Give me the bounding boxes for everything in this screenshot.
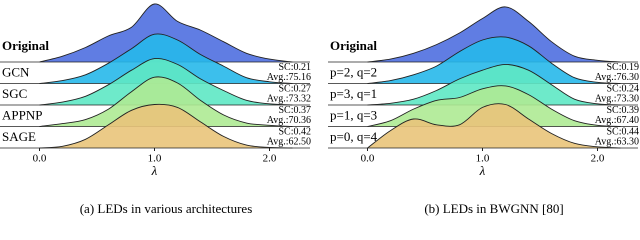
sc-label: SC:0.42 — [278, 126, 311, 137]
x-tick-label: 1.0 — [476, 153, 490, 165]
sc-label: SC:0.24 — [606, 83, 639, 94]
ridge-area — [39, 104, 293, 148]
ridge-area — [39, 33, 293, 84]
series-label: p=1, q=3 — [330, 107, 377, 122]
avg-label: Avg.:70.36 — [267, 115, 311, 126]
series-label: Original — [330, 38, 377, 53]
ridge-line — [39, 33, 293, 84]
series-label: APPNP — [2, 107, 42, 122]
series-label: p=3, q=1 — [330, 86, 377, 101]
series-label: p=2, q=2 — [330, 64, 377, 79]
x-tick-label: 0.0 — [33, 153, 47, 165]
avg-label: Avg.:76.30 — [595, 72, 639, 83]
series-label: p=0, q=4 — [330, 129, 378, 144]
sc-label: SC:0.19 — [606, 62, 639, 73]
x-axis-label: λ — [479, 163, 486, 178]
ridge-line — [39, 3, 293, 63]
sc-label: SC:0.37 — [278, 105, 311, 116]
x-tick-label: 1.0 — [148, 153, 162, 165]
ridge-area — [39, 76, 293, 127]
sc-label: SC:0.27 — [278, 83, 311, 94]
avg-label: Avg.:62.50 — [267, 136, 311, 147]
caption: (a) LEDs in various architectures — [80, 201, 253, 216]
x-tick-label: 2.0 — [591, 153, 605, 165]
ridge-line — [39, 76, 293, 127]
sc-label: SC:0.39 — [606, 105, 639, 116]
avg-label: Avg.:67.40 — [595, 115, 639, 126]
ridge-line — [367, 36, 621, 84]
sc-label: SC:0.21 — [278, 62, 311, 73]
ridge-line — [367, 103, 621, 149]
avg-label: Avg.:73.32 — [267, 93, 311, 104]
ridge-line — [39, 103, 293, 149]
series-label: SGC — [2, 86, 27, 101]
x-axis-label: λ — [151, 163, 158, 178]
avg-label: Avg.:63.30 — [595, 136, 639, 147]
series-label: SAGE — [2, 129, 36, 144]
ridge-line — [367, 63, 621, 106]
ridge-area — [39, 3, 293, 63]
ridge-area — [367, 6, 621, 63]
avg-label: Avg.:73.30 — [595, 93, 639, 104]
ridge-line — [367, 6, 621, 63]
ridge-area — [367, 36, 621, 84]
series-label: Original — [2, 38, 49, 53]
ridge-area — [367, 64, 621, 105]
sc-label: SC:0.44 — [606, 126, 639, 137]
caption: (b) LEDs in BWGNN [80] — [424, 201, 563, 216]
avg-label: Avg.:75.16 — [267, 72, 311, 83]
ridge-line — [39, 57, 293, 106]
x-tick-label: 0.0 — [361, 153, 375, 165]
ridge-line — [367, 85, 621, 127]
series-label: GCN — [2, 64, 30, 79]
x-tick-label: 2.0 — [263, 153, 277, 165]
